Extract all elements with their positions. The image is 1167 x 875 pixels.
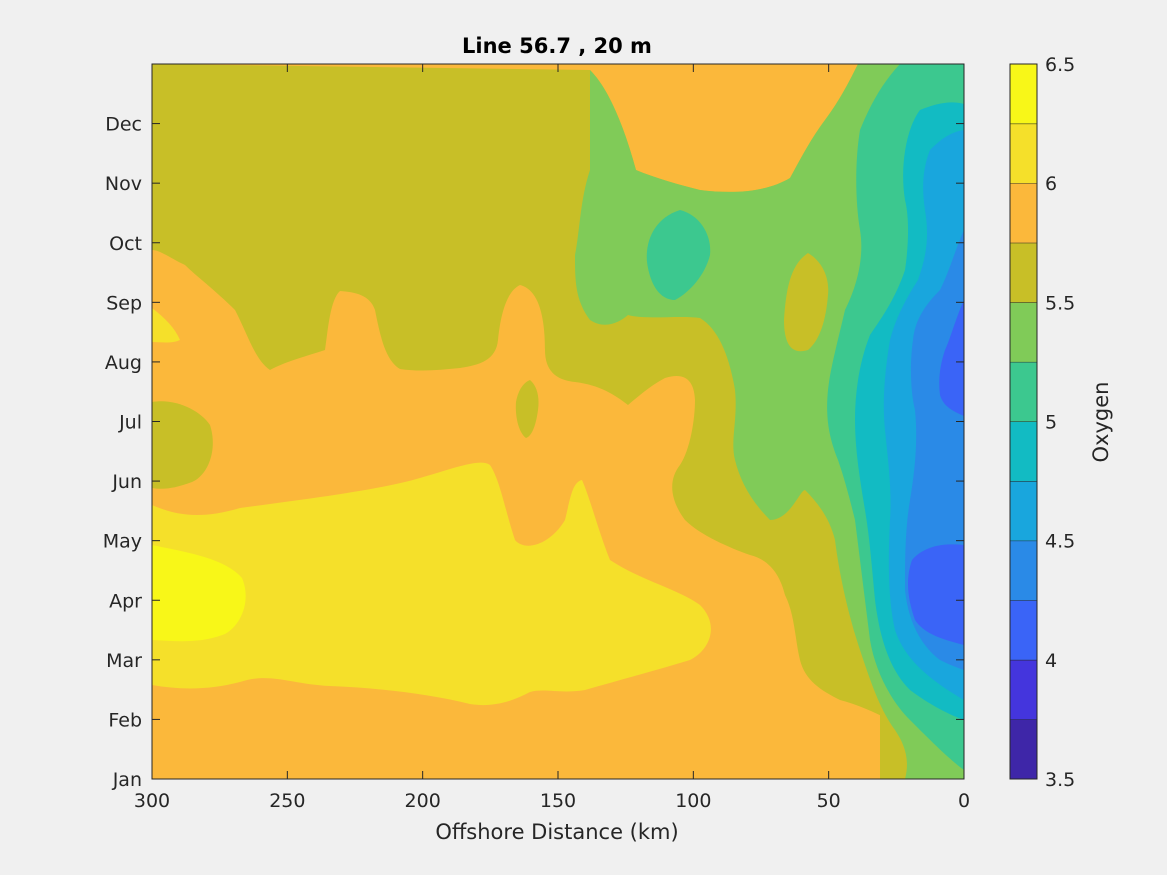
x-tick-label: 150 xyxy=(540,790,576,812)
colorbar-band xyxy=(1010,421,1037,482)
x-tick-label: 300 xyxy=(134,790,170,812)
y-tick-label: May xyxy=(103,531,142,553)
chart-title: Line 56.7 , 20 m xyxy=(462,34,652,58)
colorbar xyxy=(1010,63,1037,779)
contour-region-west-green-jul xyxy=(152,401,213,489)
y-axis: Jan Feb Mar Apr May Jun Jul Aug Sep Oct Nov Dec xyxy=(103,114,964,791)
colorbar-band xyxy=(1010,481,1037,541)
colorbar-tick-label: 3.5 xyxy=(1045,769,1075,791)
y-tick-label: Apr xyxy=(109,590,142,612)
contour-region-nearshore-4.0 xyxy=(908,300,964,645)
contour-fills xyxy=(152,64,964,779)
colorbar-ticks: 6.5 6 5.5 5 4.5 4 3.5 xyxy=(1045,54,1075,791)
colorbar-tick-label: 4.5 xyxy=(1045,531,1075,553)
y-tick-label: Oct xyxy=(109,233,142,255)
y-tick-label: Mar xyxy=(106,650,142,672)
colorbar-band xyxy=(1010,183,1037,243)
contour-region-spring-yellow xyxy=(152,545,246,642)
x-tick-label: 100 xyxy=(675,790,711,812)
x-axis-label: Offshore Distance (km) xyxy=(435,820,678,844)
contour-region-small-green-jul xyxy=(515,380,539,438)
y-tick-label: Aug xyxy=(105,352,142,374)
y-tick-label: Dec xyxy=(105,114,142,136)
colorbar-label: Oxygen xyxy=(1089,382,1113,463)
x-tick-label: 250 xyxy=(269,790,305,812)
colorbar-tick-label: 5 xyxy=(1045,412,1057,434)
contour-region-lower-orange xyxy=(152,462,711,706)
contour-region-green-patch-55km xyxy=(784,253,829,352)
contour-region-orange-sep xyxy=(152,308,180,343)
y-tick-label: Feb xyxy=(108,709,142,731)
y-tick-label: Jan xyxy=(112,769,142,791)
y-tick-label: Jul xyxy=(118,412,142,434)
y-tick-label: Jun xyxy=(111,471,142,493)
colorbar-band xyxy=(1010,600,1037,660)
x-axis: 300 250 200 150 100 50 0 xyxy=(134,64,970,812)
colorbar-frame xyxy=(1009,63,1038,780)
x-tick-label: 50 xyxy=(817,790,841,812)
colorbar-band xyxy=(1010,719,1037,779)
contour-region-teal-patch xyxy=(646,210,711,300)
colorbar-band xyxy=(1010,540,1037,601)
colorbar-band xyxy=(1010,659,1037,720)
y-tick-label: Sep xyxy=(106,292,142,314)
colorbar-band xyxy=(1010,64,1037,124)
colorbar-tick-label: 4 xyxy=(1045,650,1057,672)
x-tick-label: 200 xyxy=(405,790,441,812)
colorbar-band xyxy=(1010,242,1037,303)
colorbar-band xyxy=(1010,123,1037,184)
colorbar-tick-label: 6.5 xyxy=(1045,54,1075,76)
colorbar-band xyxy=(1010,361,1037,422)
colorbar-tick-label: 5.5 xyxy=(1045,292,1075,314)
y-tick-label: Nov xyxy=(105,173,142,195)
colorbar-tick-label: 6 xyxy=(1045,173,1057,195)
x-tick-label: 0 xyxy=(958,790,970,812)
colorbar-band xyxy=(1010,302,1037,362)
